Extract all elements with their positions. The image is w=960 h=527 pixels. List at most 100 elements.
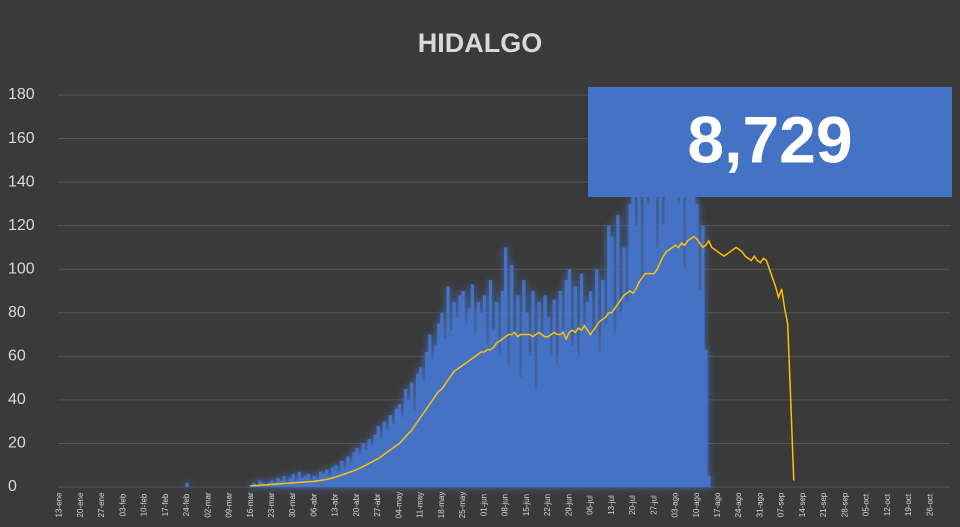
bar [585, 301, 590, 487]
bar [370, 445, 374, 487]
bar [391, 423, 396, 487]
bar [537, 301, 541, 487]
bar [443, 338, 447, 487]
x-tick-label: 06-abr [309, 493, 318, 516]
bar [406, 399, 411, 487]
bar [349, 463, 353, 487]
x-tick-label: 12-oct [883, 493, 892, 516]
bar [334, 465, 338, 487]
bar [419, 367, 423, 487]
bar [579, 273, 584, 487]
bar [449, 330, 453, 487]
x-tick-label: 13-ene [55, 492, 64, 517]
bar [555, 367, 559, 487]
bar [588, 291, 593, 487]
bar [625, 301, 629, 487]
bar [422, 382, 426, 487]
x-tick-label: 18-may [437, 492, 446, 519]
bar [376, 426, 380, 487]
bar [306, 473, 311, 487]
bar [595, 269, 599, 487]
bar [425, 351, 429, 487]
bar [497, 356, 502, 487]
bar [504, 247, 508, 487]
x-tick-label: 24-feb [182, 493, 191, 516]
x-tick-label: 24-ago [734, 492, 743, 517]
x-tick-label: 29-jun [564, 494, 573, 516]
y-tick-label: 20 [8, 435, 26, 452]
bar [652, 160, 657, 488]
x-tick-label: 13-abr [331, 493, 340, 516]
bar [388, 415, 393, 487]
bar [479, 312, 484, 487]
bar [364, 449, 368, 487]
x-tick-label: 16-mar [246, 492, 255, 518]
bar [570, 345, 575, 487]
bar [622, 247, 626, 487]
bar [692, 138, 696, 488]
y-tick-label: 40 [8, 391, 26, 408]
bar [673, 127, 678, 488]
bar [534, 389, 538, 487]
bar [467, 308, 471, 487]
bar [667, 193, 672, 487]
x-tick-label: 22-jun [543, 494, 552, 516]
bar [464, 323, 468, 487]
bar [613, 334, 617, 487]
x-tick-label: 15-jun [522, 494, 531, 516]
x-tick-label: 17-feb [161, 493, 170, 516]
bar [428, 334, 432, 487]
x-tick-label: 20-abr [352, 493, 361, 516]
bar [701, 225, 705, 487]
bar [361, 443, 365, 487]
bar [522, 280, 526, 487]
bar [664, 138, 669, 488]
bar [549, 356, 553, 487]
x-tick-label: 09-mar [225, 492, 234, 518]
bar [689, 182, 693, 487]
y-tick-label: 80 [8, 304, 26, 321]
bar [698, 291, 702, 487]
bar [482, 295, 487, 487]
x-tick-label: 13-jul [607, 495, 616, 515]
x-tick-label: 03-ago [671, 492, 680, 517]
bar [510, 264, 514, 487]
bar [564, 280, 569, 487]
bar [264, 484, 268, 487]
bar [403, 389, 408, 487]
bar [558, 291, 562, 487]
bar [619, 312, 623, 487]
x-tick-label: 01-jun [479, 494, 488, 516]
x-tick-label: 02-mar [203, 492, 212, 518]
bar [485, 345, 490, 487]
bar [543, 295, 547, 487]
x-tick-label: 21-sep [819, 492, 828, 517]
x-tick-label: 17-ago [713, 492, 722, 517]
bar [610, 236, 614, 487]
bar [446, 286, 450, 487]
bar [476, 301, 481, 487]
bar [346, 456, 350, 487]
bar [634, 225, 638, 487]
bar [394, 408, 399, 487]
bar [437, 323, 441, 487]
bar [355, 447, 359, 487]
bar [546, 317, 550, 487]
bar [252, 482, 256, 487]
bars [185, 127, 711, 488]
bar [440, 312, 444, 487]
bar [488, 280, 493, 487]
bar [683, 269, 687, 487]
bar [434, 345, 438, 487]
bar [294, 480, 298, 487]
bar [500, 291, 505, 487]
bar [458, 295, 462, 487]
bar [686, 149, 690, 487]
bar [640, 280, 644, 487]
y-tick-label: 0 [8, 478, 17, 495]
bar [470, 284, 474, 487]
bar [649, 182, 653, 487]
annotation: 8,729 [687, 102, 852, 176]
x-tick-label: 28-sep [840, 492, 849, 517]
